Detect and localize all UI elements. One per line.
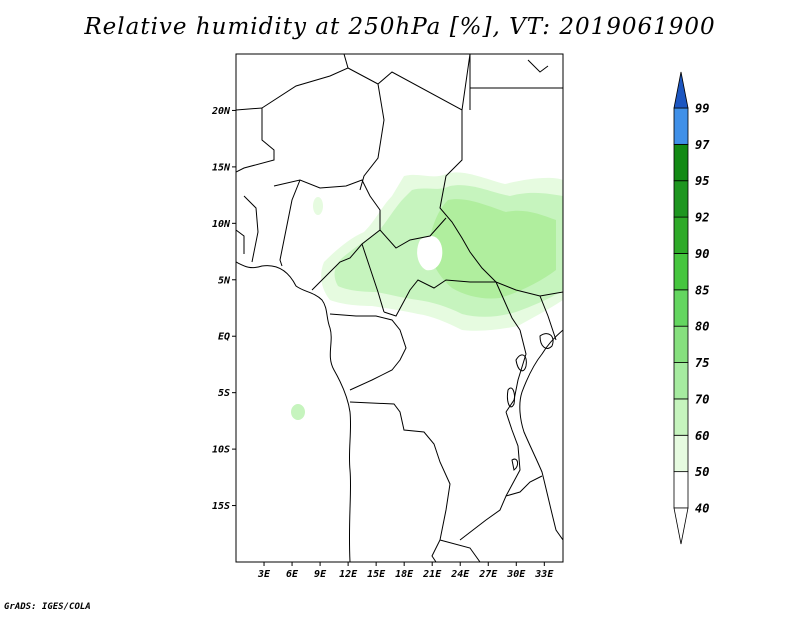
lat-tick-label: 10N [212, 219, 231, 230]
lon-tick-label: 33E [534, 569, 554, 580]
colorbar-segment [673, 434, 689, 473]
humidity-patch [291, 404, 305, 420]
colorbar-segment [673, 362, 689, 400]
colorbar-label: 95 [695, 174, 709, 188]
colorbar-segment [673, 253, 689, 291]
lat-tick-label: 20N [211, 106, 231, 117]
lon-tick-label: 30E [506, 569, 526, 580]
colorbar-label: 97 [695, 138, 710, 152]
lat-tick-label: 5N [218, 275, 231, 286]
colorbar-segment [673, 398, 689, 436]
colorbar-label: 40 [695, 502, 709, 516]
colorbar-label: 50 [695, 465, 709, 479]
colorbar-label: 60 [695, 429, 709, 443]
lon-tick-label: 6E [286, 569, 299, 580]
lon-tick-label: 12E [339, 569, 358, 580]
colorbar-label: 75 [695, 356, 709, 370]
chart-title: Relative humidity at 250hPa [%], VT: 201… [84, 14, 716, 40]
humidity-shading [291, 172, 563, 420]
colorbar-segment [673, 143, 689, 182]
lat-tick-label: 5S [218, 388, 230, 399]
colorbar-segment [673, 216, 689, 254]
colorbar-label: 80 [695, 320, 709, 334]
colorbar: 40 50 60 70 75 80 85 90 92 95 97 99 [673, 71, 710, 545]
lon-tick-label: 15E [367, 569, 386, 580]
lon-tick-label: 18E [395, 569, 414, 580]
colorbar-label: 90 [695, 247, 709, 261]
humidity-dry-hole [417, 235, 443, 271]
country-borders [236, 54, 563, 562]
humidity-patch [313, 197, 323, 215]
colorbar-segment [673, 180, 689, 218]
lon-tick-label: 3E [257, 569, 271, 580]
colorbar-label: 70 [695, 392, 709, 406]
map-frame [235, 53, 564, 563]
colorbar-segment [673, 289, 689, 327]
colorbar-segment [673, 325, 689, 363]
colorbar-label: 92 [695, 211, 709, 225]
colorbar-label: 85 [695, 283, 709, 297]
longitude-axis: 3E 6E 9E 12E 15E 18E 21E 24E 27E 30E 33E [257, 562, 554, 580]
colorbar-label: 99 [695, 102, 709, 116]
lon-tick-label: 27E [478, 569, 498, 580]
lon-tick-label: 24E [450, 569, 470, 580]
colorbar-segment [673, 471, 689, 509]
colorbar-segment [673, 107, 689, 145]
lat-tick-label: 10S [212, 445, 230, 456]
colorbar-bottom-arrow [673, 507, 689, 545]
latitude-axis: 20N 15N 10N 5N EQ 5S 10S 15S [211, 106, 236, 512]
credit-label: GrADS: IGES/COLA [4, 602, 91, 612]
lat-tick-label: 15N [212, 162, 231, 173]
lon-tick-label: 21E [422, 569, 442, 580]
colorbar-top-arrow [673, 71, 689, 109]
lon-tick-label: 9E [314, 569, 327, 580]
lat-tick-label: EQ [218, 332, 230, 343]
lat-tick-label: 15S [212, 501, 230, 512]
humidity-region-70 [428, 199, 556, 299]
